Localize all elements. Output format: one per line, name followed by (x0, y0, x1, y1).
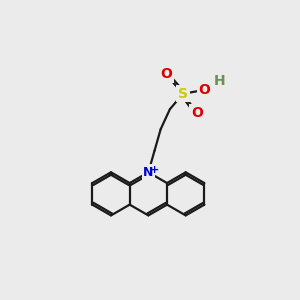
Text: H: H (214, 74, 226, 88)
Text: O: O (160, 68, 172, 82)
Text: N: N (143, 166, 154, 179)
Text: O: O (199, 83, 211, 97)
Text: S: S (178, 87, 188, 101)
Text: +: + (150, 165, 159, 175)
Text: O: O (191, 106, 203, 120)
